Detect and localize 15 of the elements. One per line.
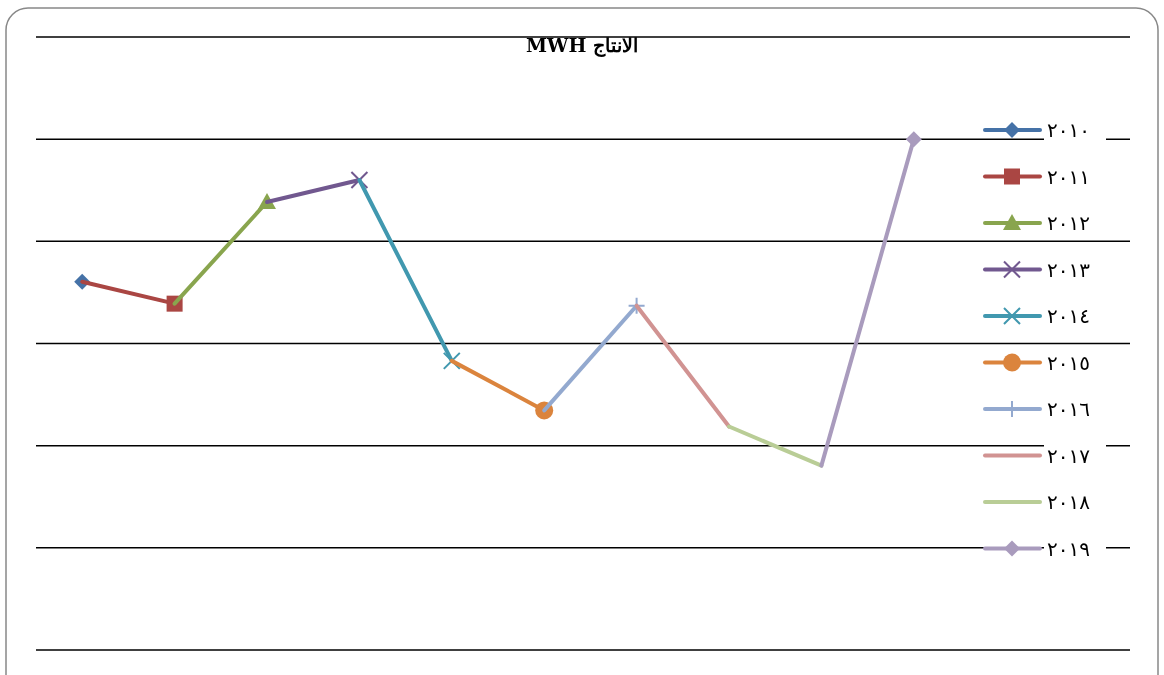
- point: [627, 296, 646, 315]
- point: [350, 171, 369, 190]
- legend-label: ٢٠١٤: [1047, 304, 1090, 328]
- legend-label: ٢٠١٠: [1047, 118, 1090, 142]
- legend-label: ٢٠١٣: [1047, 257, 1091, 282]
- legend-label: ٢٠١٧: [1047, 443, 1091, 468]
- point: [905, 131, 922, 148]
- legend-label: ٢٠١٥: [1047, 350, 1090, 375]
- point: [442, 351, 461, 370]
- legend-label: ٢٠١١: [1047, 164, 1090, 189]
- legend-label: ٢٠١٦: [1047, 397, 1090, 421]
- legend-label: ٢٠١٩: [1047, 536, 1090, 561]
- chart-title: الانتاج MWH: [526, 34, 638, 57]
- legend-label: ٢٠١٢: [1047, 211, 1090, 235]
- legend-label: ٢٠١٨: [1047, 490, 1091, 514]
